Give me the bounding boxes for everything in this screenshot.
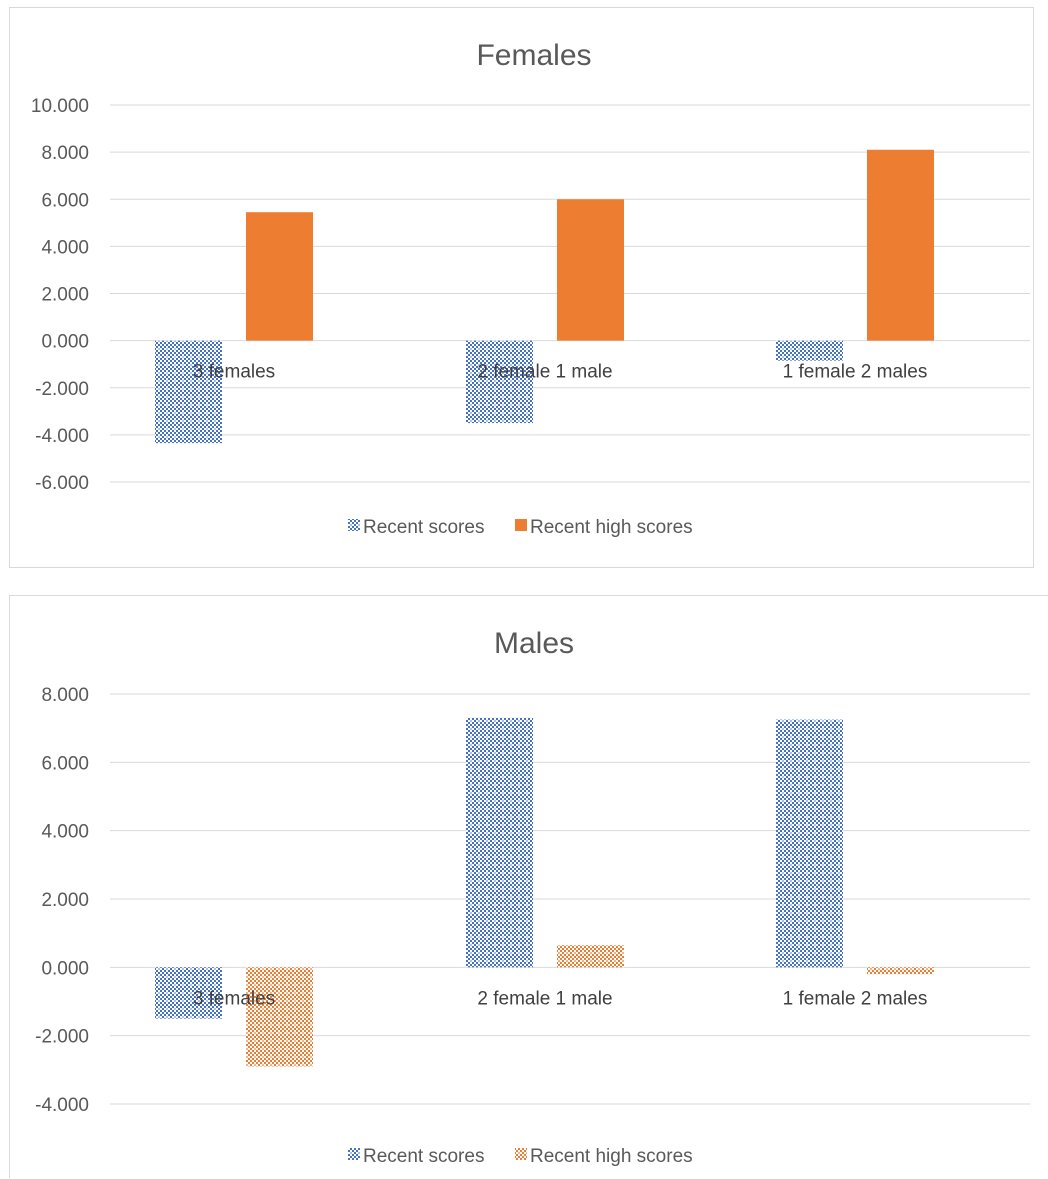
bar-recent-high-scores bbox=[867, 967, 934, 975]
bars bbox=[155, 717, 934, 1067]
bar-recent-high-scores bbox=[867, 149, 934, 341]
bar-recent-high-scores bbox=[557, 199, 624, 341]
y-tick-label: 10.000 bbox=[31, 96, 89, 117]
y-tick-label: 6.000 bbox=[41, 753, 89, 774]
y-tick-label: 4.000 bbox=[41, 822, 89, 843]
legend-label: Recent high scores bbox=[530, 517, 693, 538]
category-label: 3 females bbox=[193, 988, 275, 1009]
y-tick-label: 8.000 bbox=[41, 143, 89, 164]
y-tick-label: -2.000 bbox=[35, 1027, 89, 1048]
chart-title: Females bbox=[476, 39, 591, 72]
legend-label: Recent scores bbox=[363, 1146, 484, 1167]
females-chart-panel: Females 10.000 8.000 6.000 4.000 2.000 0.000 -… bbox=[9, 7, 1034, 568]
y-tick-label: -2.000 bbox=[35, 379, 89, 400]
y-tick-label: 6.000 bbox=[41, 190, 89, 211]
y-axis: 8.000 6.000 4.000 2.000 0.000 -2.000 -4.000 bbox=[35, 685, 89, 1116]
legend-swatch bbox=[348, 519, 360, 531]
bars bbox=[155, 149, 934, 444]
y-tick-label: 0.000 bbox=[41, 332, 89, 353]
y-tick-label: -4.000 bbox=[35, 426, 89, 447]
category-label: 3 females bbox=[193, 362, 275, 383]
category-label: 1 female 2 males bbox=[783, 988, 928, 1009]
bar-recent-high-scores bbox=[246, 967, 313, 1067]
legend-swatch bbox=[515, 519, 527, 531]
males-chart-panel: Males 8.000 6.000 4.000 2.000 0.000 -2.000 -4.… bbox=[9, 595, 1048, 1178]
y-tick-label: -6.000 bbox=[35, 473, 89, 494]
x-axis: 3 females 2 female 1 male 1 female 2 males bbox=[193, 988, 928, 1009]
males-chart: Males 8.000 6.000 4.000 2.000 0.000 -2.000 -4.… bbox=[35, 627, 1030, 1167]
category-label: 2 female 1 male bbox=[477, 362, 612, 383]
gridlines bbox=[110, 693, 1030, 1105]
bar-recent-high-scores bbox=[557, 945, 624, 968]
bar-recent-scores bbox=[155, 340, 222, 444]
females-chart: Females 10.000 8.000 6.000 4.000 2.000 0.000 -… bbox=[31, 39, 1030, 538]
y-tick-label: -4.000 bbox=[35, 1095, 89, 1116]
legend-label: Recent high scores bbox=[530, 1146, 693, 1167]
y-tick-label: 0.000 bbox=[41, 958, 89, 979]
y-tick-label: 2.000 bbox=[41, 285, 89, 306]
legend: Recent scores Recent high scores bbox=[348, 1146, 693, 1167]
x-axis: 3 females 2 female 1 male 1 female 2 males bbox=[193, 362, 928, 383]
y-tick-label: 2.000 bbox=[41, 890, 89, 911]
category-label: 1 female 2 males bbox=[783, 362, 928, 383]
bar-recent-scores bbox=[776, 719, 843, 968]
bar-recent-scores bbox=[466, 717, 533, 968]
legend-swatch bbox=[515, 1148, 527, 1160]
bar-recent-scores bbox=[776, 340, 843, 361]
y-tick-label: 8.000 bbox=[41, 685, 89, 706]
chart-title: Males bbox=[494, 627, 574, 660]
bar-recent-scores bbox=[466, 340, 533, 424]
bar-recent-scores bbox=[155, 967, 222, 1019]
legend-swatch bbox=[348, 1148, 360, 1160]
category-label: 2 female 1 male bbox=[477, 988, 612, 1009]
y-tick-label: 4.000 bbox=[41, 237, 89, 258]
legend: Recent scores Recent high scores bbox=[348, 517, 693, 538]
bar-recent-high-scores bbox=[246, 212, 313, 341]
legend-label: Recent scores bbox=[363, 517, 484, 538]
y-axis: 10.000 8.000 6.000 4.000 2.000 0.000 -2.000 -4.… bbox=[31, 96, 89, 494]
